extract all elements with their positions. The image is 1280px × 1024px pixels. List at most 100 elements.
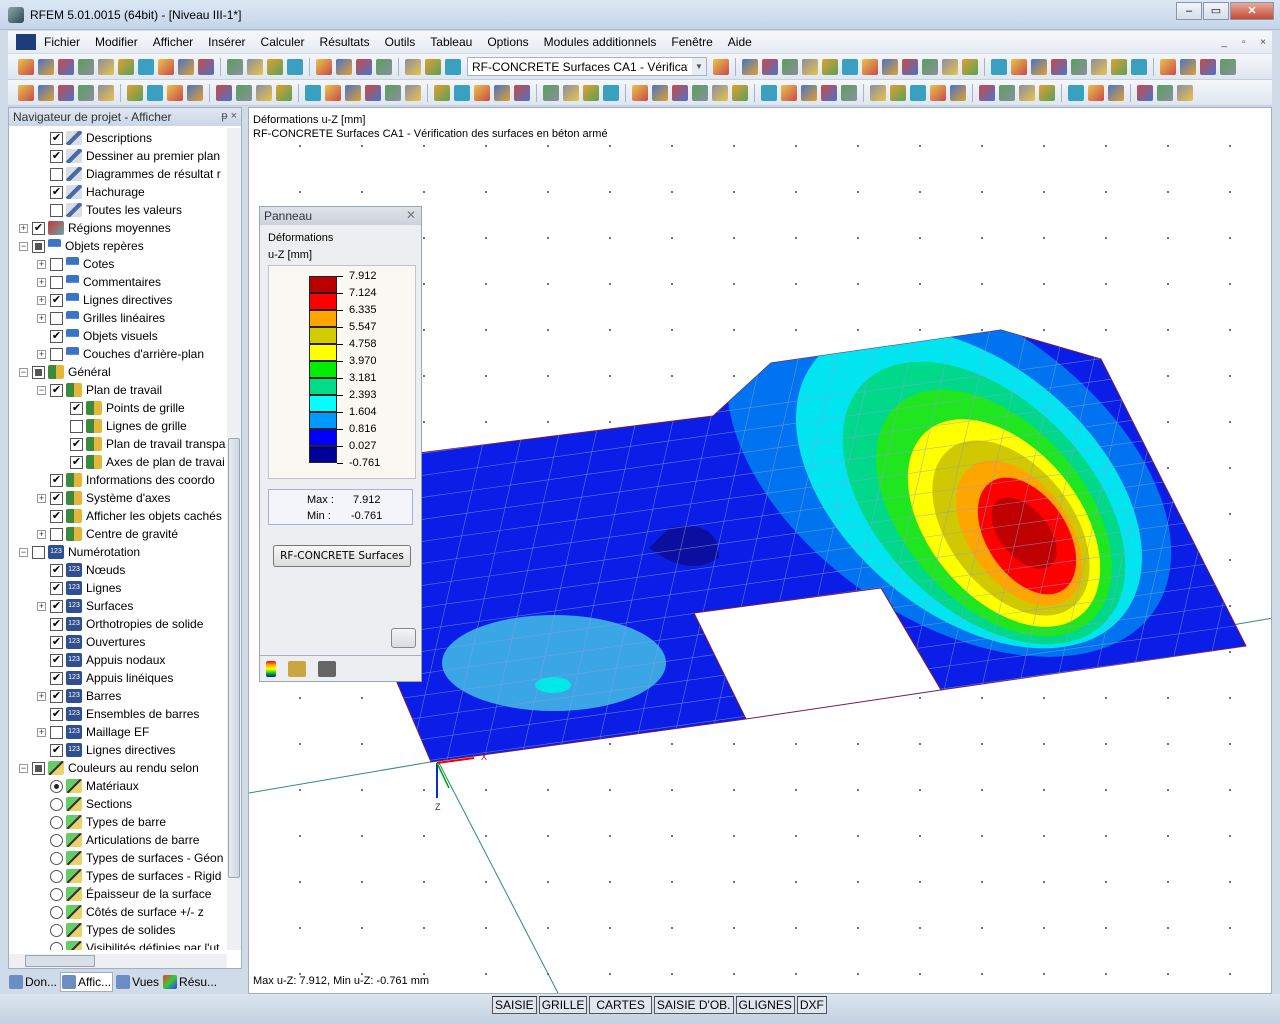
toolbar-tool-icon[interactable]: [563, 84, 579, 101]
toolbar-tool-icon[interactable]: [198, 58, 214, 75]
toolbar-tool-icon[interactable]: [18, 58, 34, 75]
tree-item[interactable]: Sections: [37, 795, 132, 813]
tree-item[interactable]: + ✔ Lignes directives: [37, 291, 172, 309]
toolbar-tool-icon[interactable]: [247, 58, 263, 75]
tree-item[interactable]: ✔ Points de grille: [57, 399, 185, 417]
filter-icon[interactable]: [318, 660, 336, 677]
tree-item[interactable]: ✔ Informations des coordo: [37, 471, 215, 489]
toolbar-tool-icon[interactable]: [841, 84, 857, 101]
toolbar-tool-icon[interactable]: [1131, 58, 1147, 75]
collapse-icon[interactable]: −: [37, 384, 46, 395]
toolbar-tool-icon[interactable]: [405, 58, 421, 75]
toolbar-tool-icon[interactable]: [78, 58, 94, 75]
expand-icon[interactable]: +: [19, 222, 28, 233]
menu-aide[interactable]: Aide: [727, 35, 752, 49]
toolbar-tool-icon[interactable]: [1137, 84, 1153, 101]
tab-donnees[interactable]: Don...: [8, 973, 58, 991]
toolbar-tool-icon[interactable]: [514, 84, 530, 101]
vertical-scrollbar[interactable]: [227, 128, 241, 950]
expand-icon[interactable]: +: [37, 312, 46, 323]
toolbar-tool-icon[interactable]: [376, 58, 392, 75]
expand-icon[interactable]: +: [37, 294, 46, 305]
tree-item[interactable]: + Commentaires: [37, 273, 161, 291]
status-dxf[interactable]: DXF: [796, 996, 827, 1014]
tree-item[interactable]: Types de surfaces - Géon: [37, 849, 223, 867]
document-icon[interactable]: [16, 34, 36, 50]
toolbar-tool-icon[interactable]: [603, 84, 619, 101]
tree-item[interactable]: Diagrammes de résultat r: [37, 165, 221, 183]
checkbox[interactable]: ✔: [50, 689, 63, 703]
toolbar-tool-icon[interactable]: [167, 84, 183, 101]
checkbox[interactable]: [50, 311, 63, 325]
toolbar-tool-icon[interactable]: [58, 84, 74, 101]
toolbar-tool-icon[interactable]: [1019, 84, 1035, 101]
toolbar-tool-icon[interactable]: [930, 84, 946, 101]
tree-item[interactable]: ✔ 123 Orthotropies de solide: [37, 615, 203, 633]
menu-tableau[interactable]: Tableau: [430, 35, 473, 49]
checkbox[interactable]: [50, 275, 63, 289]
checkbox[interactable]: ✔: [32, 221, 45, 235]
toolbar-tool-icon[interactable]: [1200, 58, 1216, 75]
menu-calculer[interactable]: Calculer: [260, 35, 305, 49]
checkbox[interactable]: ✔: [50, 473, 63, 487]
toolbar-tool-icon[interactable]: [147, 84, 163, 101]
toolbar-tool-icon[interactable]: [543, 84, 559, 101]
radio-button[interactable]: [50, 851, 63, 865]
toolbar-tool-icon[interactable]: [1088, 84, 1104, 101]
menu-afficher[interactable]: Afficher: [152, 35, 194, 49]
tree-item[interactable]: Types de surfaces - Rigid: [37, 867, 221, 885]
tree-item[interactable]: +123 Maillage EF: [37, 723, 149, 741]
toolbar-tool-icon[interactable]: [178, 58, 194, 75]
color-scale-icon[interactable]: [266, 660, 276, 677]
toolbar-tool-icon[interactable]: [942, 58, 958, 75]
scroll-thumb[interactable]: [228, 438, 240, 878]
tree-item[interactable]: ✔ Afficher les objets cachés: [37, 507, 222, 525]
toolbar-tool-icon[interactable]: [822, 58, 838, 75]
status-grille[interactable]: GRILLE: [538, 996, 588, 1014]
toolbar-tool-icon[interactable]: [652, 84, 668, 101]
tree-item[interactable]: ✔ 123 Appuis nodaux: [37, 651, 165, 669]
toolbar-tool-icon[interactable]: [922, 58, 938, 75]
checkbox[interactable]: ✔: [70, 401, 83, 415]
tree-item[interactable]: + Grilles linéaires: [37, 309, 165, 327]
tab-afficher[interactable]: Affic...: [60, 972, 114, 992]
radio-button[interactable]: [50, 905, 63, 919]
radio-button[interactable]: [50, 779, 63, 793]
menu-fichier[interactable]: Fichier: [44, 35, 81, 49]
chevron-down-icon[interactable]: ▼: [692, 58, 706, 75]
toolbar-tool-icon[interactable]: [267, 58, 283, 75]
radio-button[interactable]: [50, 869, 63, 883]
toolbar-tool-icon[interactable]: [583, 84, 599, 101]
toolbar-tool-icon[interactable]: [1111, 58, 1127, 75]
toolbar-tool-icon[interactable]: [365, 84, 381, 101]
radio-button[interactable]: [50, 887, 63, 901]
toolbar-tool-icon[interactable]: [862, 58, 878, 75]
checkbox[interactable]: [32, 365, 45, 379]
toolbar-tool-icon[interactable]: [801, 84, 817, 101]
status-glignes[interactable]: GLIGNES: [735, 996, 795, 1014]
mdi-controls[interactable]: _ ▫ ×: [1221, 36, 1272, 48]
toolbar-tool-icon[interactable]: [98, 84, 114, 101]
tree-item[interactable]: Visibilités définies par l'ut: [37, 939, 219, 950]
toolbar-tool-icon[interactable]: [802, 58, 818, 75]
tree-item[interactable]: ✔ 123 Ensembles de barres: [37, 705, 199, 723]
checkbox[interactable]: ✔: [50, 149, 63, 163]
checkbox[interactable]: [50, 347, 63, 361]
toolbar-tool-icon[interactable]: [356, 58, 372, 75]
expand-icon[interactable]: +: [37, 276, 46, 287]
radio-button[interactable]: [50, 797, 63, 811]
tree-item[interactable]: Épaisseur de la surface: [37, 885, 211, 903]
checkbox[interactable]: [50, 257, 63, 271]
checkbox[interactable]: ✔: [50, 509, 63, 523]
expand-icon[interactable]: +: [37, 492, 46, 503]
rf-concrete-surfaces-button[interactable]: RF-CONCRETE Surfaces: [273, 545, 411, 567]
toolbar-tool-icon[interactable]: [882, 58, 898, 75]
toolbar-tool-icon[interactable]: [1039, 84, 1055, 101]
toolbar-tool-icon[interactable]: [236, 84, 252, 101]
toolbar-tool-icon[interactable]: [732, 84, 748, 101]
toolbar-tool-icon[interactable]: [950, 84, 966, 101]
status-cartes[interactable]: CARTES: [589, 996, 652, 1014]
toolbar-tool-icon[interactable]: [842, 58, 858, 75]
tree-item[interactable]: + ✔ 123 Surfaces: [37, 597, 133, 615]
toolbar-tool-icon[interactable]: [494, 84, 510, 101]
